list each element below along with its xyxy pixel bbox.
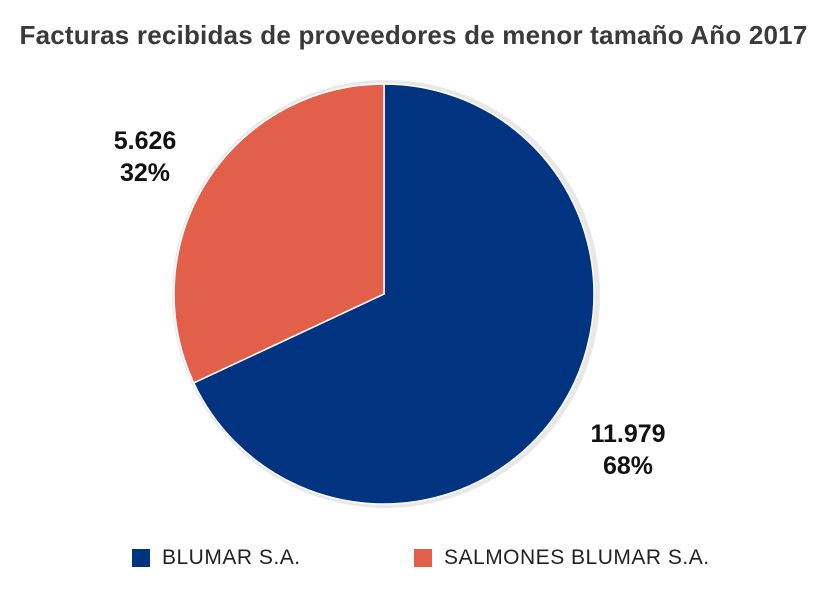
legend-label-blumar: BLUMAR S.A. xyxy=(162,546,301,569)
legend-label-salmones: SALMONES BLUMAR S.A. xyxy=(444,546,710,569)
data-label-salmones-percent: 32% xyxy=(119,159,171,187)
chart-title: Facturas recibidas de proveedores de men… xyxy=(19,20,808,50)
pie-slice-salmones xyxy=(173,83,385,384)
data-label-salmones-value: 5.626 xyxy=(113,127,177,155)
legend-item-salmones: SALMONES BLUMAR S.A. xyxy=(414,540,710,576)
data-label-blumar: 11.979 68% xyxy=(568,418,688,482)
pie-slice-blumar xyxy=(192,83,595,505)
legend-swatch-blumar xyxy=(132,549,150,567)
legend-swatch-salmones xyxy=(414,549,432,567)
data-label-blumar-value: 11.979 xyxy=(590,420,666,448)
pie-slices xyxy=(173,83,595,505)
legend-item-blumar: BLUMAR S.A. xyxy=(132,540,301,576)
data-label-blumar-percent: 68% xyxy=(602,452,654,480)
data-label-salmones: 5.626 32% xyxy=(85,125,205,189)
legend: BLUMAR S.A. SALMONES BLUMAR S.A. xyxy=(0,540,827,576)
